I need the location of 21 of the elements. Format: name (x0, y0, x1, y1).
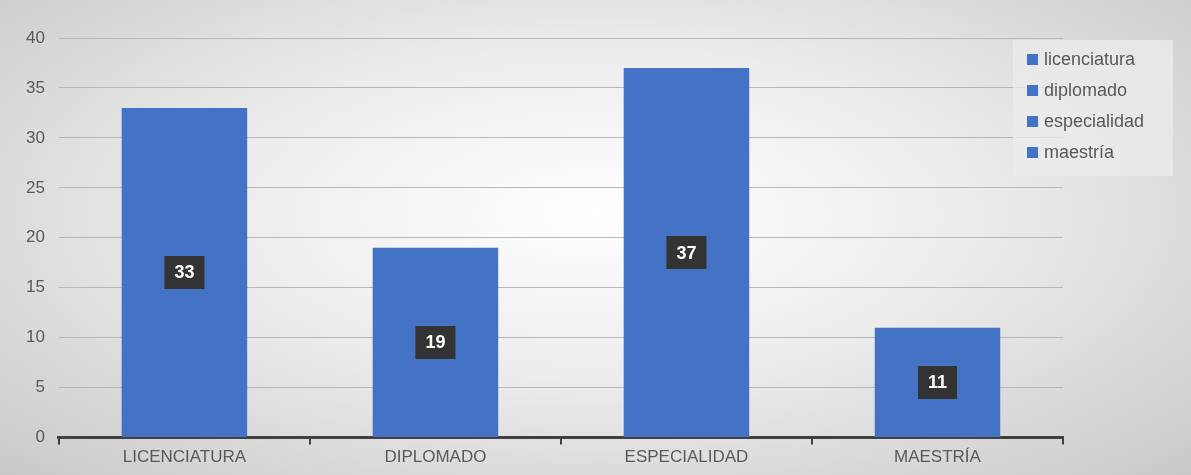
legend-label: especialidad (1044, 111, 1145, 132)
data-label: 33 (174, 262, 195, 283)
data-label: 11 (927, 372, 947, 393)
x-tick-label: MAESTRÍA (894, 447, 982, 467)
data-label: 37 (676, 242, 697, 263)
y-tick-label: 30 (25, 127, 45, 147)
y-tick-label: 5 (35, 377, 45, 397)
legend-label: diplomado (1044, 80, 1128, 101)
y-tick-label: 20 (25, 227, 45, 247)
x-tick-label: DIPLOMADO (384, 447, 487, 467)
y-tick-label: 35 (25, 77, 45, 97)
x-tick-label: ESPECIALIDAD (624, 447, 749, 467)
y-tick-label: 40 (25, 27, 45, 47)
y-tick-label: 10 (25, 327, 45, 347)
y-tick-label: 15 (25, 277, 45, 297)
legend-label: maestría (1044, 142, 1115, 163)
y-tick-label: 0 (35, 427, 45, 447)
data-label: 19 (425, 332, 446, 353)
y-tick-label: 25 (25, 177, 45, 197)
x-tick-label: LICENCIATURA (122, 447, 247, 467)
legend-label: licenciatura (1044, 49, 1136, 70)
